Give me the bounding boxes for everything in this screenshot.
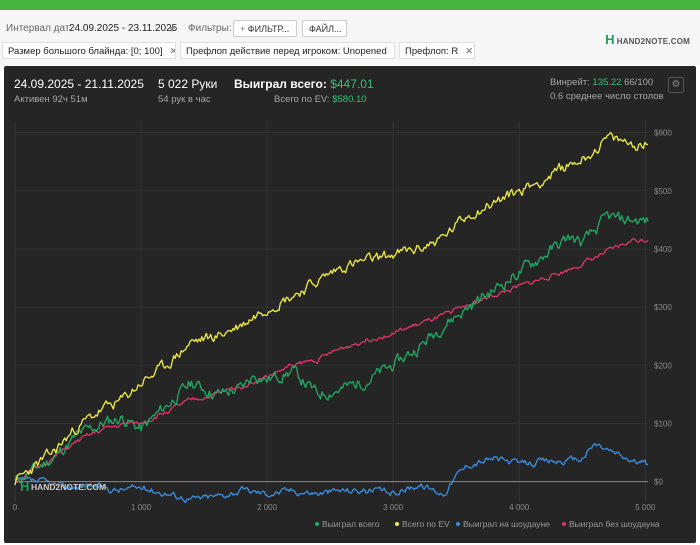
x-tick-label: 5 000 — [635, 503, 656, 512]
file-button-label: ФАЙЛ... — [309, 24, 342, 34]
x-tick-label: 3 000 — [383, 503, 404, 512]
y-tick-label: $400 — [654, 245, 672, 254]
series-line-ev — [14, 131, 649, 486]
winrate-label: Винрейт: — [550, 77, 590, 88]
legend-marker — [562, 522, 566, 526]
plus-icon: + — [240, 24, 246, 34]
active-time: Активен 92ч 51м — [14, 94, 88, 105]
series-line-won — [14, 211, 649, 484]
ev-value: $580.10 — [332, 94, 367, 105]
y-tick-label: $600 — [654, 129, 672, 138]
interval-label: Интервал дат: — [6, 23, 73, 34]
y-tick-label: $500 — [654, 187, 672, 196]
filters-label: Фильтры: — [188, 23, 232, 34]
series-line-nonshowdown — [14, 237, 649, 484]
filter-chip[interactable]: Размер большого блайнда: [0; 100] ✕ — [2, 42, 176, 59]
x-tick-label: 2 000 — [257, 503, 278, 512]
x-tick-label: 4 000 — [509, 503, 530, 512]
file-button[interactable]: ФАЙЛ... — [302, 20, 347, 37]
profit-chart: 0 1 000 2 000 3 000 4 000 5 000 $0 $100 $200 $30… — [13, 121, 672, 529]
legend-marker — [456, 522, 460, 526]
filter-chip-label: Префлоп действие перед игроком: Unopened — [186, 46, 387, 57]
chart-legend: Выиграл всего Всего по EV Выиграл на шоуда… — [315, 519, 660, 529]
winrate-suffix: 66/100 — [624, 77, 654, 88]
legend-marker — [395, 522, 399, 526]
won-value: $447.01 — [330, 77, 374, 91]
hands-count: 5 022 Руки — [158, 77, 218, 91]
filter-chip-label: Префлоп: R — [405, 46, 459, 57]
winrate-value: 135.22 — [592, 77, 622, 88]
ev-label: Всего по EV: — [274, 94, 330, 105]
stats-panel: 24.09.2025 - 21.11.2025 Активен 92ч 51м … — [4, 66, 696, 543]
chart-watermark: H HAND2NOTE.COM — [20, 479, 106, 494]
watermark-icon: H — [20, 479, 29, 494]
won-total: Выиграл всего: $447.01 — [234, 77, 374, 91]
y-tick-label: $200 — [654, 361, 672, 370]
close-icon[interactable]: ✕ — [394, 46, 395, 57]
chart-grid — [14, 121, 648, 502]
gear-icon[interactable]: ⚙ — [668, 77, 684, 93]
logo-icon: H — [605, 32, 615, 47]
close-icon[interactable]: ✕ — [170, 46, 175, 57]
top-accent-bar — [0, 0, 700, 10]
avg-tables: 0.6 среднее число столов — [550, 91, 664, 102]
series-line-showdown — [14, 442, 649, 504]
filter-chip[interactable]: Префлоп действие перед игроком: Unopened… — [180, 42, 395, 59]
brand-logo: H HAND2NOTE.COM — [605, 32, 690, 47]
chevron-down-icon[interactable]: ▼ — [168, 25, 176, 34]
filter-chip-label: Размер большого блайнда: [0; 100] — [8, 46, 163, 57]
hands-per-hour: 54 рук в час — [158, 94, 211, 105]
y-axis: $0 $100 $200 $300 $400 $500 $600 — [654, 129, 672, 487]
ev-total: Всего по EV: $580.10 — [274, 94, 367, 105]
legend-marker — [315, 522, 319, 526]
won-label: Выиграл всего: — [234, 77, 327, 91]
interval-select[interactable]: 24.09.2025 - 23.11.2025 — [69, 23, 178, 34]
y-tick-label: $100 — [654, 419, 672, 428]
watermark-text: HAND2NOTE.COM — [31, 482, 106, 492]
filter-bar: Интервал дат: 24.09.2025 - 23.11.2025 ▼ … — [0, 10, 700, 65]
x-tick-label: 1 000 — [131, 503, 152, 512]
y-tick-label: $300 — [654, 303, 672, 312]
add-filter-button[interactable]: + ФИЛЬТР... — [233, 20, 297, 37]
x-tick-label: 0 — [13, 503, 18, 512]
add-filter-label: ФИЛЬТР... — [247, 24, 290, 34]
legend-label: Всего по EV — [402, 519, 450, 529]
legend-label: Выиграл всего — [322, 519, 380, 529]
filter-chip[interactable]: Префлоп: R ✕ — [399, 42, 475, 59]
x-axis: 0 1 000 2 000 3 000 4 000 5 000 — [13, 503, 656, 512]
date-range: 24.09.2025 - 21.11.2025 — [14, 77, 144, 91]
legend-label: Выиграл без шоудауна — [569, 519, 660, 529]
close-icon[interactable]: ✕ — [465, 46, 474, 57]
y-tick-label: $0 — [654, 478, 663, 487]
legend-label: Выиграл на шоудауне — [463, 519, 550, 529]
chart-series — [14, 131, 649, 504]
winrate: Винрейт: 135.22 66/100 — [550, 77, 653, 88]
